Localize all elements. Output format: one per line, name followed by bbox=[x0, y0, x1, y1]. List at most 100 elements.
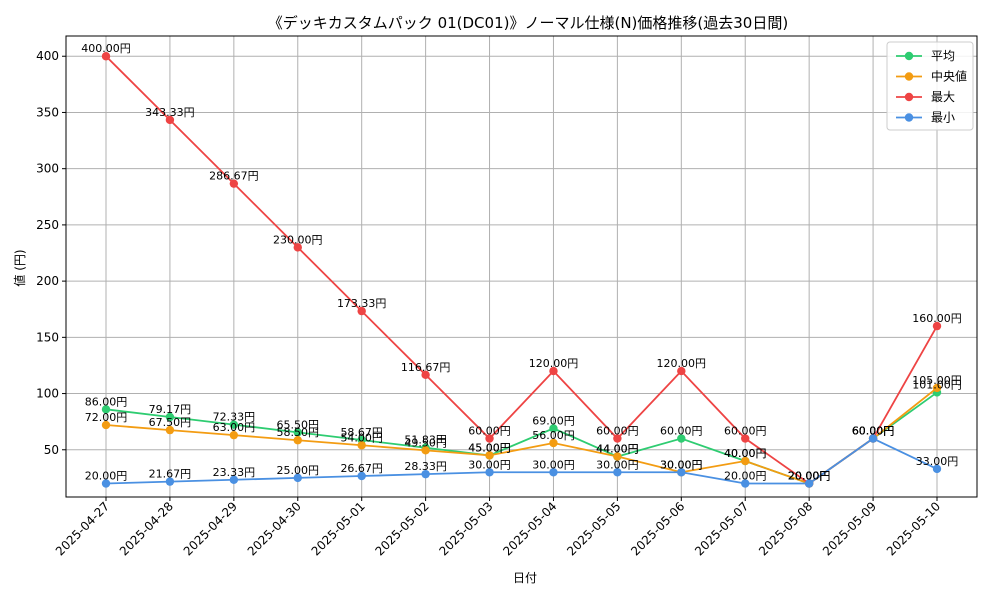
data-point bbox=[421, 469, 430, 479]
x-tick-label: 2025-05-10 bbox=[884, 499, 943, 558]
data-point bbox=[741, 434, 750, 443]
legend-swatch-marker bbox=[904, 51, 914, 61]
data-point bbox=[932, 464, 942, 474]
data-label: 72.00円 bbox=[85, 411, 128, 424]
data-label: 20.00円 bbox=[85, 470, 128, 483]
data-label: 28.33円 bbox=[404, 460, 447, 473]
data-point bbox=[165, 477, 175, 486]
data-label: 58.67円 bbox=[340, 426, 383, 439]
data-point bbox=[485, 468, 494, 477]
data-point bbox=[357, 471, 366, 481]
legend-label: 中央値 bbox=[931, 69, 967, 84]
data-label: 65.50円 bbox=[277, 418, 320, 431]
data-label: 20.00円 bbox=[788, 470, 831, 483]
data-label: 45.00円 bbox=[468, 441, 511, 454]
data-point bbox=[677, 434, 686, 443]
x-tick-label: 2025-04-29 bbox=[181, 499, 240, 558]
data-point bbox=[549, 438, 558, 448]
data-point bbox=[293, 473, 302, 483]
data-label: 20.00円 bbox=[788, 470, 831, 483]
data-point bbox=[229, 179, 239, 188]
y-axis-label: 値 (円) bbox=[12, 249, 27, 286]
y-tick-label: 100 bbox=[36, 387, 59, 401]
data-label: 120.00円 bbox=[529, 357, 579, 370]
data-point bbox=[549, 468, 558, 477]
data-label: 105.00円 bbox=[912, 374, 962, 387]
data-point bbox=[485, 434, 494, 443]
data-point bbox=[229, 420, 239, 429]
data-point bbox=[677, 366, 686, 376]
data-label: 230.00円 bbox=[273, 233, 323, 246]
grid bbox=[66, 36, 977, 497]
data-point bbox=[101, 479, 111, 488]
data-label: 69.00円 bbox=[532, 414, 575, 427]
data-label: 51.83円 bbox=[404, 434, 447, 447]
data-point bbox=[549, 424, 558, 433]
data-label: 79.17円 bbox=[149, 403, 192, 416]
legend-item: 最大 bbox=[896, 90, 955, 104]
x-tick-label: 2025-05-09 bbox=[820, 499, 879, 558]
legend-item: 平均 bbox=[896, 49, 955, 63]
series-line bbox=[105, 437, 938, 485]
x-tick-label: 2025-05-08 bbox=[756, 499, 815, 558]
legend-swatch-marker bbox=[904, 72, 914, 81]
data-label: 120.00円 bbox=[657, 357, 707, 370]
legend-swatch-marker bbox=[904, 92, 914, 102]
data-label: 30.00円 bbox=[468, 458, 511, 471]
series-layer bbox=[101, 52, 942, 488]
x-tick-label: 2025-05-06 bbox=[628, 499, 687, 558]
plot-frame bbox=[65, 35, 978, 498]
data-label: 60.00円 bbox=[852, 425, 895, 438]
y-axis-ticks: 50 100 150 200 250 300 350 400 bbox=[36, 49, 66, 457]
x-tick-label: 2025-05-05 bbox=[564, 499, 623, 558]
data-label: 30.00円 bbox=[596, 458, 639, 471]
data-label: 116.67円 bbox=[401, 361, 451, 374]
x-tick-label: 2025-05-03 bbox=[436, 499, 495, 558]
data-point bbox=[101, 420, 111, 430]
data-labels: 86.00円 79.17円 72.33円 65.50円 58.67円 51.83円 45.0… bbox=[81, 42, 962, 482]
data-point bbox=[421, 370, 430, 380]
legend-label: 最大 bbox=[931, 90, 955, 104]
data-label: 23.33円 bbox=[213, 466, 256, 479]
data-label: 60.00円 bbox=[660, 425, 703, 438]
chart-title: 《デッキカスタムパック 01(DC01)》ノーマル仕様(N)価格推移(過去30日… bbox=[268, 14, 788, 32]
series-line bbox=[105, 387, 938, 485]
data-label: 60.00円 bbox=[724, 425, 767, 438]
data-label: 56.00円 bbox=[532, 429, 575, 442]
data-label: 25.00円 bbox=[277, 464, 320, 477]
x-axis-label: 日付 bbox=[513, 571, 537, 585]
y-tick-label: 50 bbox=[44, 443, 59, 457]
data-label: 26.67円 bbox=[340, 462, 383, 475]
legend-item: 中央値 bbox=[896, 69, 967, 84]
data-point bbox=[165, 115, 175, 125]
data-label: 30.00円 bbox=[660, 458, 703, 471]
data-label: 173.33円 bbox=[337, 297, 387, 310]
data-point bbox=[677, 468, 686, 477]
data-point bbox=[613, 468, 622, 477]
series-中央値 bbox=[101, 383, 942, 488]
x-tick-label: 2025-04-30 bbox=[245, 499, 304, 558]
data-label: 49.50円 bbox=[404, 436, 447, 449]
y-tick-label: 300 bbox=[36, 162, 59, 176]
data-label: 63.00円 bbox=[213, 421, 256, 434]
data-label: 20.00円 bbox=[788, 470, 831, 483]
data-point bbox=[357, 306, 366, 316]
data-label: 67.50円 bbox=[149, 416, 192, 429]
y-tick-label: 200 bbox=[36, 274, 59, 288]
data-point bbox=[485, 451, 494, 460]
data-point bbox=[932, 321, 942, 331]
data-label: 44.00円 bbox=[596, 443, 639, 456]
data-point bbox=[613, 434, 622, 443]
data-label: 60.00円 bbox=[596, 425, 639, 438]
data-label: 44.00円 bbox=[596, 443, 639, 456]
data-point bbox=[101, 52, 111, 61]
x-tick-label: 2025-05-07 bbox=[692, 499, 751, 558]
data-point bbox=[229, 430, 239, 440]
data-label: 60.00円 bbox=[852, 425, 895, 438]
data-label: 60.00円 bbox=[468, 425, 511, 438]
y-tick-label: 250 bbox=[36, 218, 59, 232]
data-point bbox=[741, 479, 750, 488]
legend-label: 最小 bbox=[931, 111, 955, 125]
